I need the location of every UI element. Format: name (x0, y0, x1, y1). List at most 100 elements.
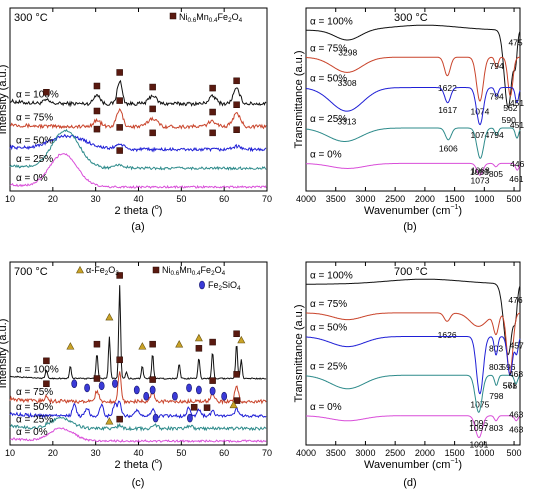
spinel-marker (93, 340, 101, 348)
spinel-marker (93, 107, 101, 115)
x-tick-label: 40 (133, 448, 143, 458)
hematite-marker (175, 340, 184, 348)
band-label: 1074 (470, 130, 489, 140)
series-line (9, 285, 267, 380)
x-tick-label: 4000 (296, 448, 316, 458)
band-label: 562 (503, 103, 517, 113)
series-line (306, 127, 521, 159)
band-label: 463 (509, 409, 523, 419)
series-line (306, 312, 521, 375)
band-label: 568 (503, 381, 517, 391)
x-tick-label: 1000 (474, 448, 494, 458)
y-axis-label: Transmittance (a.u.) (293, 304, 305, 402)
series-line (9, 133, 267, 153)
band-label: 475 (508, 37, 522, 47)
spinel-marker (116, 415, 123, 423)
series-label: α = 100% (310, 16, 353, 27)
series-line (9, 400, 267, 419)
band-label: 1617 (438, 105, 457, 115)
band-label: 803 (489, 362, 503, 372)
spinel-marker (233, 101, 240, 108)
temperature-label: 700 °C (394, 266, 428, 278)
series-line (9, 153, 267, 190)
series-line (9, 416, 267, 432)
spinel-marker (233, 77, 240, 85)
spinel-marker (116, 356, 123, 364)
fayalite-marker (186, 383, 192, 393)
spinel-marker (116, 124, 123, 131)
band-label: 590 (502, 115, 516, 125)
fayalite-marker (186, 413, 193, 423)
x-tick-label: 2500 (385, 448, 405, 458)
series-label: α = 75% (310, 299, 347, 310)
spinel-marker (152, 266, 160, 274)
spinel-marker (149, 340, 156, 348)
series-line (306, 24, 521, 109)
spinel-marker (233, 330, 240, 338)
y-axis-label: Intensity (a.u.) (0, 65, 9, 135)
series-line (306, 56, 521, 102)
spinel-marker (149, 129, 156, 137)
spinel-marker (43, 357, 50, 365)
fayalite-marker (133, 385, 140, 395)
spinel-marker (203, 404, 211, 411)
band-label: 461 (509, 174, 523, 184)
x-tick-label: 40 (133, 194, 143, 204)
hematite-marker (237, 335, 246, 344)
band-label: 571 (503, 381, 517, 391)
x-tick-label: 1500 (445, 194, 465, 204)
y-axis-label: Intensity (a.u.) (0, 319, 9, 389)
spinel-marker (43, 380, 50, 387)
hematite-marker (194, 333, 203, 342)
x-tick-label: 70 (262, 194, 272, 204)
fayalite-marker (149, 385, 156, 395)
band-label: 794 (489, 61, 503, 71)
band-label: 794 (489, 130, 503, 140)
spinel-marker (93, 375, 101, 382)
band-label: 1091 (469, 440, 488, 450)
band-label: 794 (489, 91, 503, 101)
x-tick-label: 3000 (355, 194, 375, 204)
band-label: 446 (510, 159, 524, 169)
temperature-label: 300 °C (394, 12, 428, 24)
spinel-marker (149, 105, 156, 113)
band-label: 803 (489, 423, 503, 433)
spinel-marker (116, 97, 123, 104)
x-tick-label: 4000 (296, 194, 316, 204)
band-label: 805 (489, 169, 503, 179)
band-label: 1083 (470, 167, 489, 177)
caption-d: (d) (403, 477, 416, 489)
series-label: α = 25% (16, 154, 53, 165)
spinel-marker (195, 345, 203, 352)
band-label: 1074 (470, 107, 489, 117)
band-label: 3308 (338, 78, 357, 88)
fayalite-marker (195, 385, 202, 395)
x-tick-label: 1000 (474, 194, 494, 204)
series-label: α = 50% (310, 74, 347, 85)
band-label: 1626 (438, 330, 457, 340)
series-line (305, 87, 521, 126)
x-axis-label: 2 theta (o) (115, 204, 163, 217)
band-label: 1068 (471, 166, 490, 176)
plot-frame (305, 7, 521, 192)
legend-label: Ni0.6Mn0.4Fe2O4 (179, 12, 243, 24)
spinel-marker (233, 397, 241, 404)
spinel-marker (209, 338, 216, 346)
series-label: α = 100% (16, 364, 59, 375)
spinel-marker (209, 108, 216, 116)
series-label: α = 100% (310, 270, 353, 281)
x-tick-label: 30 (91, 448, 101, 458)
plot-frame (305, 261, 521, 446)
hematite-marker (75, 265, 85, 274)
series-label: α = 50% (16, 402, 53, 413)
band-label: 476 (508, 295, 522, 305)
legend-label: Ni0.6Mn0.4Fe2O4 (162, 265, 226, 277)
spinel-marker (209, 377, 216, 384)
chart-panel-a: 10 20 30 40 50 60 70 2 theta (o) Intensity (a.u.… (0, 7, 272, 217)
x-tick-label: 2000 (415, 194, 435, 204)
legend-label: α-Fe2O3 (86, 265, 119, 277)
y-axis-label: Transmittance (a.u.) (293, 50, 305, 148)
hematite-marker (66, 342, 75, 350)
band-label: 457 (510, 340, 524, 350)
